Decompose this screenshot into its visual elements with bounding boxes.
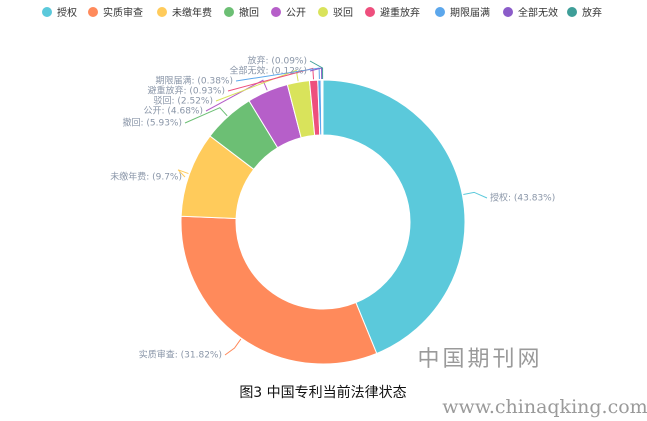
leader-line — [184, 107, 228, 124]
legend-label: 公开 — [286, 8, 306, 19]
watermark-title: 中国期刊网 — [417, 347, 542, 372]
data-label: 授权: (43.83%) — [490, 192, 555, 204]
leader-line — [309, 60, 324, 80]
data-label: 驳回: (2.52%) — [153, 96, 213, 107]
leader-line — [224, 338, 242, 356]
legend-label: 实质审查 — [103, 6, 143, 19]
watermark-url: www.chinaqking.com — [442, 396, 647, 418]
legend-marker — [318, 7, 328, 17]
slice — [322, 79, 466, 355]
legend-marker — [88, 7, 98, 17]
data-label: 未缴年费: (9.7%) — [110, 171, 182, 183]
slice — [321, 79, 324, 136]
legend-marker — [567, 7, 577, 17]
data-label: 撤回: (5.93%) — [122, 117, 182, 129]
legend-marker — [503, 7, 513, 17]
data-label: 实质审查: (31.82%) — [139, 349, 222, 361]
legend-label: 授权 — [57, 6, 77, 19]
legend-marker — [157, 7, 167, 17]
data-label: 公开: (4.68%) — [143, 106, 203, 117]
legend-marker — [435, 7, 445, 17]
legend-label: 期限届满 — [450, 7, 490, 19]
leader-line — [177, 169, 189, 178]
legend-marker — [365, 7, 375, 17]
legend-marker — [224, 7, 234, 17]
legend-label: 未缴年费 — [172, 6, 212, 19]
leader-line — [205, 79, 268, 112]
legend-marker — [42, 7, 52, 17]
data-label: 期限届满: (0.38%) — [155, 76, 233, 87]
leader-line — [463, 191, 488, 199]
legend-label: 全部无效 — [518, 6, 558, 19]
data-label: 放弃: (0.09%) — [247, 55, 307, 67]
data-label: 避重放弃: (0.93%) — [147, 85, 225, 97]
data-label: 全部无效: (0.12%) — [229, 65, 307, 77]
leader-line — [227, 67, 315, 92]
legend-label: 驳回 — [333, 7, 353, 19]
leader-line — [235, 67, 320, 82]
legend-label: 撤回 — [239, 6, 259, 19]
slice — [180, 215, 378, 365]
legend-label: 避重放弃 — [380, 6, 420, 19]
leader-line — [215, 69, 299, 102]
legend-marker — [271, 7, 281, 17]
caption: 图3 中国专利当前法律状态 — [239, 384, 406, 401]
legend-label: 放弃 — [582, 6, 602, 19]
